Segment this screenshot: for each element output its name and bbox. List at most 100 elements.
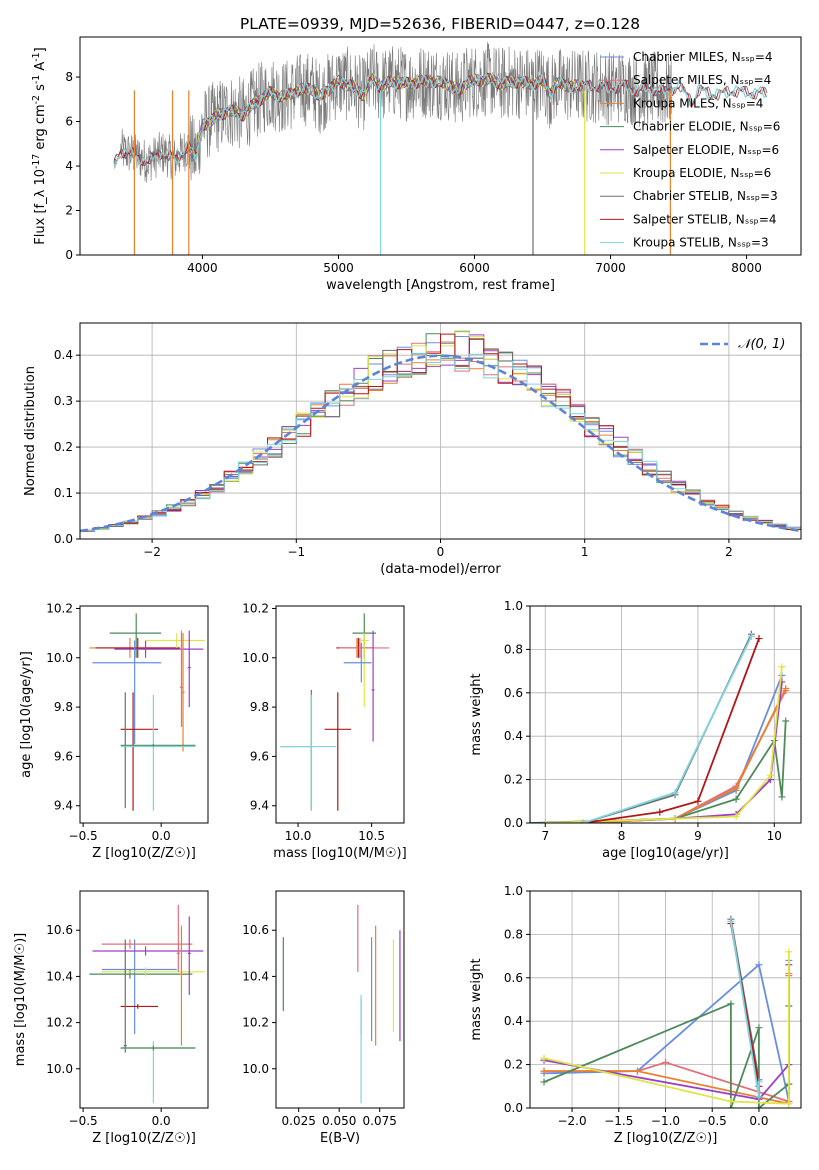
y-tick-label: 0.2: [504, 1058, 523, 1072]
histogram-step: [80, 334, 801, 532]
x-tick-label: 0.075: [363, 1114, 397, 1128]
y-tick-label: 0.8: [504, 927, 523, 941]
model-spectrum-line: [113, 73, 768, 168]
x-tick-label: 0.0: [152, 829, 171, 843]
x-tick-label: −0.5: [698, 1114, 727, 1128]
x-tick-label: −2.0: [557, 1114, 586, 1128]
y-tick-label: 0.2: [504, 773, 523, 787]
legend-label: Salpeter ELODIE, Nₛₛₚ=6: [633, 143, 779, 157]
x-axis-label: Z [log10(Z/Z☉)]: [92, 846, 196, 861]
x-tick-label: 10.5: [358, 829, 385, 843]
mass-vs-reddening-panel: 0.025 0.050 0.075 10.0 10.2 10.4 10.6 E(B-V): [242, 890, 405, 1146]
legend-label: 𝒩(0, 1): [738, 337, 785, 352]
x-axis-label: wavelength [Angstrom, rest frame]: [326, 278, 555, 293]
mass-vs-metallicity-panel: −0.5 0.0 10.0 10.2 10.4 10.6 Z [log10(Z/Z☉)] ma…: [13, 890, 209, 1146]
x-axis-label: mass [log10(M/M☉)]: [273, 846, 406, 861]
histogram-step: [80, 348, 801, 532]
histogram-step: [80, 352, 801, 532]
y-tick-label: 6: [65, 115, 73, 129]
y-tick-label: 10.2: [46, 1016, 73, 1030]
weight-marker: [755, 961, 763, 969]
x-tick-label: 6000: [459, 261, 490, 275]
axes-frame: [79, 605, 209, 824]
legend-label: Salpeter MILES, Nₛₛₚ=4: [633, 73, 771, 87]
y-tick-label: 0.6: [504, 971, 523, 985]
x-tick-label: −0.5: [69, 829, 98, 843]
plot-area: [530, 630, 790, 823]
weight-marker: [732, 812, 740, 820]
y-axis-label: mass weight: [469, 673, 484, 755]
x-tick-label: 0.0: [152, 1114, 171, 1128]
y-tick-label: 9.4: [250, 799, 269, 813]
y-tick-label: 10.0: [46, 651, 73, 665]
x-tick-label: 5000: [323, 261, 354, 275]
plot-area: [80, 330, 801, 533]
y-tick-label: 9.8: [54, 700, 73, 714]
mass-weight-vs-age-panel: 7 8 9 10 0.0 0.2 0.4 0.6 0.8 1.0 age [log10(age/yr…: [469, 599, 802, 861]
weight-marker: [540, 1054, 548, 1062]
y-tick-label: 1.0: [504, 884, 523, 898]
x-tick-label: 4000: [187, 261, 218, 275]
y-tick-label: 0.8: [504, 642, 523, 656]
x-tick-label: 10.0: [285, 829, 312, 843]
y-tick-label: 1.0: [504, 599, 523, 613]
weight-marker: [671, 815, 679, 823]
x-tick-label: −1: [287, 545, 305, 559]
y-tick-label: 10.4: [242, 969, 269, 983]
weight-marker: [633, 1067, 641, 1075]
y-tick-label: 0.2: [54, 440, 73, 454]
weight-marker: [755, 1078, 763, 1086]
x-tick-label: 0: [437, 545, 445, 559]
y-axis-label: mass [log10(M/M☉)]: [13, 933, 28, 1066]
plot-area: [89, 613, 205, 811]
y-tick-label: 10.2: [242, 1016, 269, 1030]
x-tick-label: 8: [618, 829, 626, 843]
y-tick-label: 10.0: [46, 1062, 73, 1076]
y-axis-label: age [log10(age/yr)]: [19, 651, 34, 778]
weight-marker: [727, 1000, 735, 1008]
x-tick-label: 1: [581, 545, 589, 559]
x-axis-label: age [log10(age/yr)]: [602, 846, 729, 861]
plot-area: [89, 904, 205, 1104]
weight-marker: [732, 795, 740, 803]
legend-label: Chabrier MILES, Nₛₛₚ=4: [633, 50, 773, 64]
weight-marker: [662, 1058, 669, 1066]
x-axis-label: Z [log10(Z/Z☉)]: [92, 1131, 196, 1146]
weight-marker: [782, 717, 790, 725]
legend-label: Kroupa MILES, Nₛₛₚ=4: [633, 96, 763, 110]
y-tick-label: 0: [65, 248, 73, 262]
normal-reference-curve: [80, 354, 801, 533]
weight-marker: [727, 1104, 735, 1108]
x-tick-label: 8000: [731, 261, 762, 275]
weight-marker: [782, 684, 790, 692]
y-tick-label: 2: [65, 204, 73, 218]
weight-line: [583, 638, 760, 823]
y-tick-label: 10.0: [242, 651, 269, 665]
x-tick-label: 0.025: [282, 1114, 316, 1128]
y-tick-label: 0.0: [504, 816, 523, 830]
legend-label: Kroupa STELIB, Nₛₛₚ=3: [633, 236, 769, 250]
x-tick-label: 0.050: [322, 1114, 356, 1128]
legend-label: Kroupa ELODIE, Nₛₛₚ=6: [633, 166, 771, 180]
legend-label: Salpeter STELIB, Nₛₛₚ=4: [633, 212, 777, 226]
x-axis-label: E(B-V): [320, 1131, 360, 1146]
y-tick-label: 9.6: [54, 749, 73, 763]
axes-frame: [79, 36, 802, 256]
weight-marker: [755, 1093, 763, 1101]
weight-marker: [540, 1078, 548, 1086]
y-axis-label: Normed distribution: [23, 366, 38, 496]
x-tick-label: −2: [143, 545, 161, 559]
weight-marker: [727, 1097, 735, 1105]
y-tick-label: 0.1: [54, 486, 73, 500]
age-vs-metallicity-panel: −0.5 0.0 9.4 9.6 9.8 10.0 10.2 Z [log10(Z/Z☉)] a…: [19, 601, 209, 861]
y-tick-label: 10.2: [242, 601, 269, 615]
y-tick-label: 0.3: [54, 394, 73, 408]
plot-area: [282, 904, 401, 1104]
weight-marker: [755, 635, 763, 643]
y-axis-label: Flux [f_λ 10-17 erg cm-2 s-1 A-1]: [31, 47, 49, 244]
y-tick-label: 9.8: [250, 700, 269, 714]
x-tick-label: 7000: [595, 261, 626, 275]
mass-weight-vs-metallicity-panel: −2.0 −1.5 −1.0 −0.5 0.0 0.0 0.2 0.4 0.6 0.8 1.0 Z […: [469, 884, 802, 1146]
